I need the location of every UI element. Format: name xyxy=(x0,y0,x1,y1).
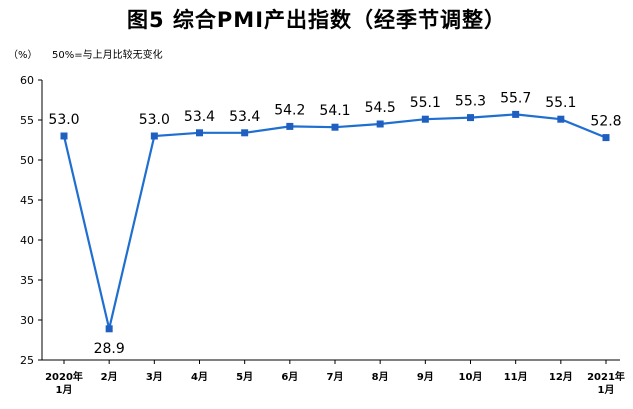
x-tick-label: 8月 xyxy=(372,371,389,383)
x-tick-label: 2021年 xyxy=(587,370,625,383)
data-label: 53.0 xyxy=(48,112,79,128)
data-label: 55.1 xyxy=(545,95,576,111)
data-label: 53.4 xyxy=(229,109,260,125)
y-unit-label: （%） xyxy=(8,50,38,61)
chart-note: 50%=与上月比较无变化 xyxy=(52,50,163,61)
data-point xyxy=(286,122,294,130)
data-point xyxy=(150,132,158,140)
x-tick-label: 9月 xyxy=(417,371,434,383)
x-tick-label: 2月 xyxy=(101,371,118,383)
x-tick-label: 1月 xyxy=(598,384,615,396)
data-point xyxy=(196,129,203,137)
x-tick-label: 3月 xyxy=(146,371,163,383)
data-point xyxy=(331,123,339,131)
data-label: 53.0 xyxy=(139,112,170,128)
data-point xyxy=(241,129,249,137)
series-line xyxy=(62,113,607,330)
x-tick-label: 2020年 xyxy=(45,370,83,383)
data-label: 55.3 xyxy=(455,94,486,110)
y-tick-label: 30 xyxy=(20,314,34,327)
data-label: 28.9 xyxy=(94,341,125,357)
y-tick-label: 55 xyxy=(20,114,34,127)
y-tick-label: 35 xyxy=(20,274,34,287)
data-point xyxy=(376,120,384,128)
y-tick-label: 25 xyxy=(20,354,34,367)
data-label: 53.4 xyxy=(184,109,215,125)
data-label: 55.7 xyxy=(500,90,531,106)
x-tick-label: 1月 xyxy=(56,384,73,396)
data-point xyxy=(602,134,610,142)
data-label: 54.1 xyxy=(319,103,350,119)
x-tick-label: 10月 xyxy=(459,371,483,383)
x-tick-label: 7月 xyxy=(327,371,344,383)
data-label: 54.5 xyxy=(365,100,396,116)
data-point xyxy=(60,132,68,140)
data-point xyxy=(557,115,565,123)
data-point xyxy=(105,325,113,333)
chart-title: 图5 综合PMI产出指数（经季节调整） xyxy=(126,8,507,32)
x-tick-label: 5月 xyxy=(236,371,253,383)
y-tick-label: 50 xyxy=(20,154,34,167)
x-tick-label: 12月 xyxy=(549,371,573,383)
data-point xyxy=(421,115,429,123)
data-point xyxy=(467,114,474,122)
data-label: 52.8 xyxy=(590,114,621,130)
x-tick-label: 4月 xyxy=(191,371,208,383)
y-tick-label: 40 xyxy=(20,234,34,247)
x-tick-label: 11月 xyxy=(504,371,528,383)
y-tick-label: 45 xyxy=(20,194,34,207)
y-tick-label: 60 xyxy=(20,74,34,87)
data-label: 54.2 xyxy=(274,102,305,118)
data-point xyxy=(512,110,520,118)
data-label: 55.1 xyxy=(410,95,441,111)
x-tick-label: 6月 xyxy=(281,371,298,383)
